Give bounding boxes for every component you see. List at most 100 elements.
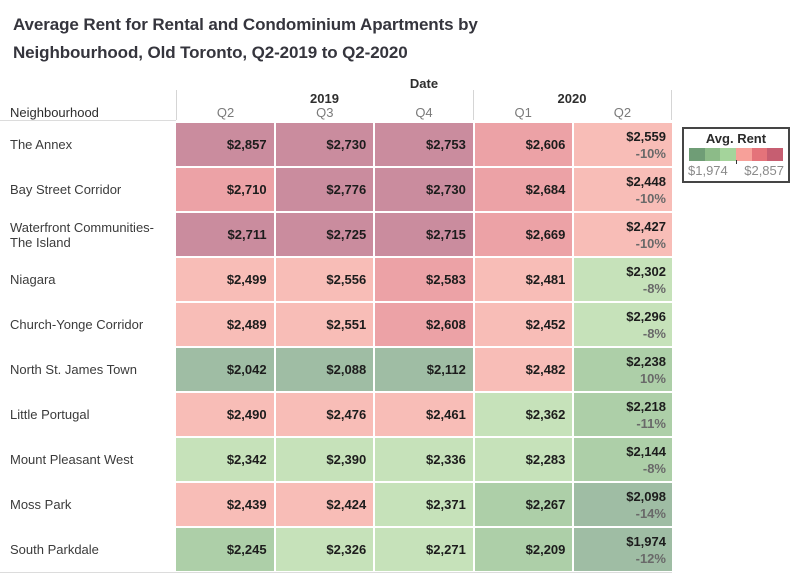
heatmap-cell[interactable]: $2,342: [176, 438, 274, 481]
heatmap-cell[interactable]: $2,439: [176, 483, 274, 526]
heatmap-cell[interactable]: $2,776: [275, 168, 374, 211]
cell-value: $2,362: [525, 407, 566, 422]
color-legend[interactable]: Avg. Rent $1,974 $2,857: [682, 127, 790, 183]
legend-min-label: $1,974: [688, 163, 728, 178]
year-header-2020[interactable]: 2020: [557, 91, 587, 106]
heatmap-cell[interactable]: $2,326: [275, 528, 374, 571]
heatmap-cell[interactable]: $2,088: [275, 348, 374, 391]
legend-colorbar[interactable]: [689, 148, 784, 164]
heatmap-grid: $2,857 $2,730 $2,753 $2,606 $2,559 -10% $2,710…: [176, 123, 672, 571]
heatmap-cell[interactable]: $2,559 -10%: [574, 123, 672, 166]
heatmap-cell[interactable]: $2,112: [375, 348, 473, 391]
heatmap-cell[interactable]: $2,267: [474, 483, 573, 526]
heatmap-cell[interactable]: $2,245: [176, 528, 274, 571]
row-label[interactable]: South Parkdale: [10, 542, 99, 557]
heatmap-cell[interactable]: $2,448 -10%: [574, 168, 672, 211]
heatmap-cell[interactable]: $2,362: [474, 393, 573, 436]
heatmap-cell[interactable]: $2,711: [176, 213, 274, 256]
row-label[interactable]: Little Portugal: [10, 407, 90, 422]
heatmap-cell[interactable]: $2,753: [375, 123, 473, 166]
cell-value: $2,725: [326, 227, 367, 242]
column-header-2019-Q4[interactable]: Q4: [415, 105, 433, 120]
header-divider-line: [176, 90, 177, 120]
heatmap-cell[interactable]: $2,424: [275, 483, 374, 526]
heatmap-cell[interactable]: $2,452: [474, 303, 573, 346]
row-label[interactable]: North St. James Town: [10, 362, 137, 377]
cell-value: $2,296: [626, 308, 666, 324]
legend-max-label: $2,857: [744, 163, 784, 178]
heatmap-cell[interactable]: $2,476: [275, 393, 374, 436]
row-label[interactable]: Mount Pleasant West: [10, 452, 134, 467]
heatmap-cell[interactable]: $2,551: [275, 303, 374, 346]
heatmap-cell[interactable]: $2,042: [176, 348, 274, 391]
heatmap-cell[interactable]: $2,489: [176, 303, 274, 346]
legend-range-labels: $1,974 $2,857: [688, 163, 784, 178]
heatmap-cell[interactable]: $2,715: [375, 213, 473, 256]
heatmap-cell[interactable]: $2,499: [176, 258, 274, 301]
heatmap-cell[interactable]: $2,490: [176, 393, 274, 436]
heatmap-cell[interactable]: $2,710: [176, 168, 274, 211]
column-header-2019-Q3[interactable]: Q3: [316, 105, 334, 120]
legend-color-segment: [720, 148, 737, 161]
heatmap-cell[interactable]: $2,730: [375, 168, 473, 211]
heatmap-cell[interactable]: $2,608: [375, 303, 473, 346]
legend-color-segment: [704, 148, 721, 161]
heatmap-cell[interactable]: $2,371: [375, 483, 473, 526]
heatmap-cell[interactable]: $2,271: [375, 528, 473, 571]
cell-value: $2,042: [226, 362, 267, 377]
cell-value: $2,424: [326, 497, 367, 512]
cell-value: $2,342: [226, 452, 267, 467]
heatmap-cell[interactable]: $2,302 -8%: [574, 258, 672, 301]
row-label[interactable]: Moss Park: [10, 497, 72, 512]
heatmap-cell[interactable]: $2,238 10%: [574, 348, 672, 391]
cell-value: $2,583: [426, 272, 466, 287]
row-label[interactable]: Bay Street Corridor: [10, 182, 122, 197]
heatmap-cell[interactable]: $2,684: [474, 168, 573, 211]
cell-value: $2,390: [326, 452, 367, 467]
heatmap-cell[interactable]: $2,390: [275, 438, 374, 481]
legend-color-segment: [689, 148, 705, 161]
row-label[interactable]: Niagara: [10, 272, 56, 287]
heatmap-cell[interactable]: $2,283: [474, 438, 573, 481]
chart-title: Average Rent for Rental and Condominium …: [13, 15, 478, 62]
heatmap-cell[interactable]: $2,209: [474, 528, 573, 571]
heatmap-cell[interactable]: $2,669: [474, 213, 573, 256]
heatmap-cell[interactable]: $2,218 -11%: [574, 393, 672, 436]
cell-value: $2,482: [525, 362, 566, 377]
column-header-2019-Q2[interactable]: Q2: [216, 105, 235, 120]
heatmap-cell[interactable]: $2,730: [275, 123, 374, 166]
table-bottom-rule: [0, 572, 672, 573]
cell-value: $2,669: [525, 227, 566, 242]
year-header-2019[interactable]: 2019: [310, 91, 339, 106]
heatmap-cell[interactable]: $2,606: [474, 123, 573, 166]
heatmap-cell[interactable]: $2,461: [375, 393, 473, 436]
column-header-2020-Q2[interactable]: Q2: [613, 105, 632, 120]
heatmap-cell[interactable]: $2,725: [275, 213, 374, 256]
heatmap-cell[interactable]: $2,857: [176, 123, 274, 166]
heatmap-cell[interactable]: $2,098 -14%: [574, 483, 672, 526]
cell-value: $2,481: [525, 272, 566, 287]
cell-value: $2,088: [326, 362, 367, 377]
heatmap-cell[interactable]: $2,427 -10%: [574, 213, 672, 256]
heatmap-cell[interactable]: $2,583: [375, 258, 473, 301]
cell-value: $1,974: [626, 533, 666, 549]
heatmap-cell[interactable]: $2,144 -8%: [574, 438, 672, 481]
row-label[interactable]: The Annex: [10, 137, 73, 152]
cell-value: $2,559: [626, 128, 666, 144]
heatmap-cell[interactable]: $2,481: [474, 258, 573, 301]
year-divider-line: [473, 90, 474, 120]
cell-value: $2,271: [426, 542, 466, 557]
column-header-2020-Q1[interactable]: Q1: [514, 105, 532, 120]
heatmap-cell[interactable]: $1,974 -12%: [574, 528, 672, 571]
cell-value: $2,857: [226, 137, 267, 152]
cell-value: $2,776: [326, 182, 367, 197]
row-label[interactable]: Waterfront Communities-The Island: [10, 219, 154, 250]
row-label[interactable]: Church-Yonge Corridor: [10, 317, 144, 332]
date-field-label: Date: [409, 76, 439, 91]
heatmap-cell[interactable]: $2,556: [275, 258, 374, 301]
cell-percent-change: -8%: [642, 280, 666, 296]
heatmap-cell[interactable]: $2,482: [474, 348, 573, 391]
heatmap-cell[interactable]: $2,336: [375, 438, 473, 481]
heatmap-cell[interactable]: $2,296 -8%: [574, 303, 672, 346]
